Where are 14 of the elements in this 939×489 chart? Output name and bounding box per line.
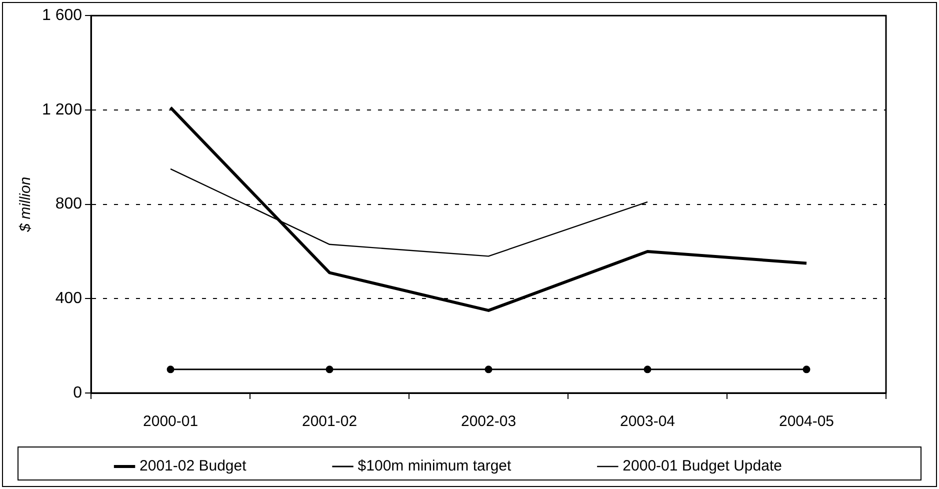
legend-label: 2001-02 Budget — [140, 458, 322, 475]
x-tick-label: 2004-05 — [778, 413, 834, 430]
x-tick-label: 2000-01 — [143, 413, 198, 430]
y-tick-label: 400 — [55, 290, 82, 308]
y-tick-label: 0 — [73, 384, 82, 402]
x-tick-label: 2003-04 — [620, 413, 676, 430]
x-tick-label: 2002-03 — [460, 413, 516, 430]
y-tick-label: 800 — [55, 196, 82, 213]
legend-label: 2000-01 Budget Update — [622, 458, 782, 475]
legend-label: $100m minimum target — [358, 458, 586, 475]
y-tick-label: 1 200 — [42, 101, 82, 118]
y-axis-title: $ million — [17, 176, 34, 233]
x-tick-label: 2001-02 — [302, 413, 358, 430]
y-tick-label: 1 600 — [42, 7, 82, 24]
